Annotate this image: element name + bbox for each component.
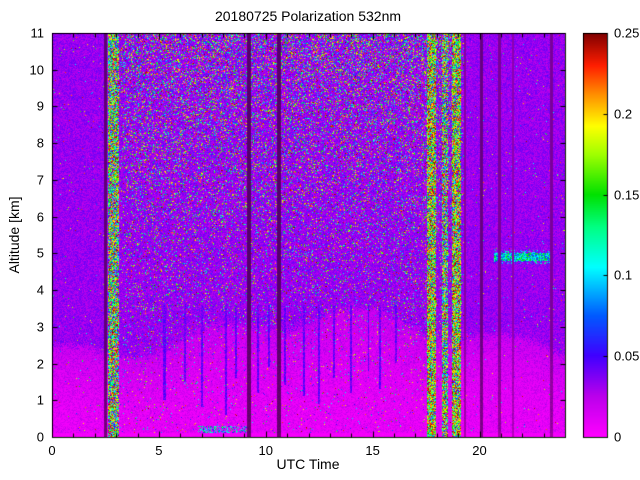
y-tick-label: 6 [36,209,44,225]
colorbar-tick-label: 0.05 [614,348,640,364]
x-tick-label: 15 [365,443,380,458]
y-axis-label: Altitude [km] [6,196,22,274]
y-tick-label: 11 [30,25,45,41]
y-tick-label: 10 [29,62,44,78]
y-tick-label: 5 [36,245,44,261]
x-tick-label: 0 [48,443,56,458]
colorbar-tick-label: 0.25 [614,25,640,41]
y-tick-label: 2 [36,356,44,372]
x-axis-label: UTC Time [276,456,340,472]
y-tick-label: 8 [36,135,44,151]
y-tick-label: 7 [36,172,44,188]
x-tick-label: 5 [155,443,163,458]
colorbar-tick-label: 0.15 [614,187,640,203]
y-tick-label: 4 [36,282,44,298]
colorbar-tick-label: 0 [614,429,622,445]
x-tick-label: 20 [472,443,487,458]
y-tick-label: 9 [36,98,44,114]
colorbar-tick-label: 0.1 [614,267,633,283]
colorbar-tick-label: 0.2 [614,106,633,122]
y-tick-label: 1 [36,392,44,408]
y-tick-label: 0 [36,429,44,445]
x-tick-label: 10 [258,443,273,458]
y-tick-label: 3 [36,319,44,335]
